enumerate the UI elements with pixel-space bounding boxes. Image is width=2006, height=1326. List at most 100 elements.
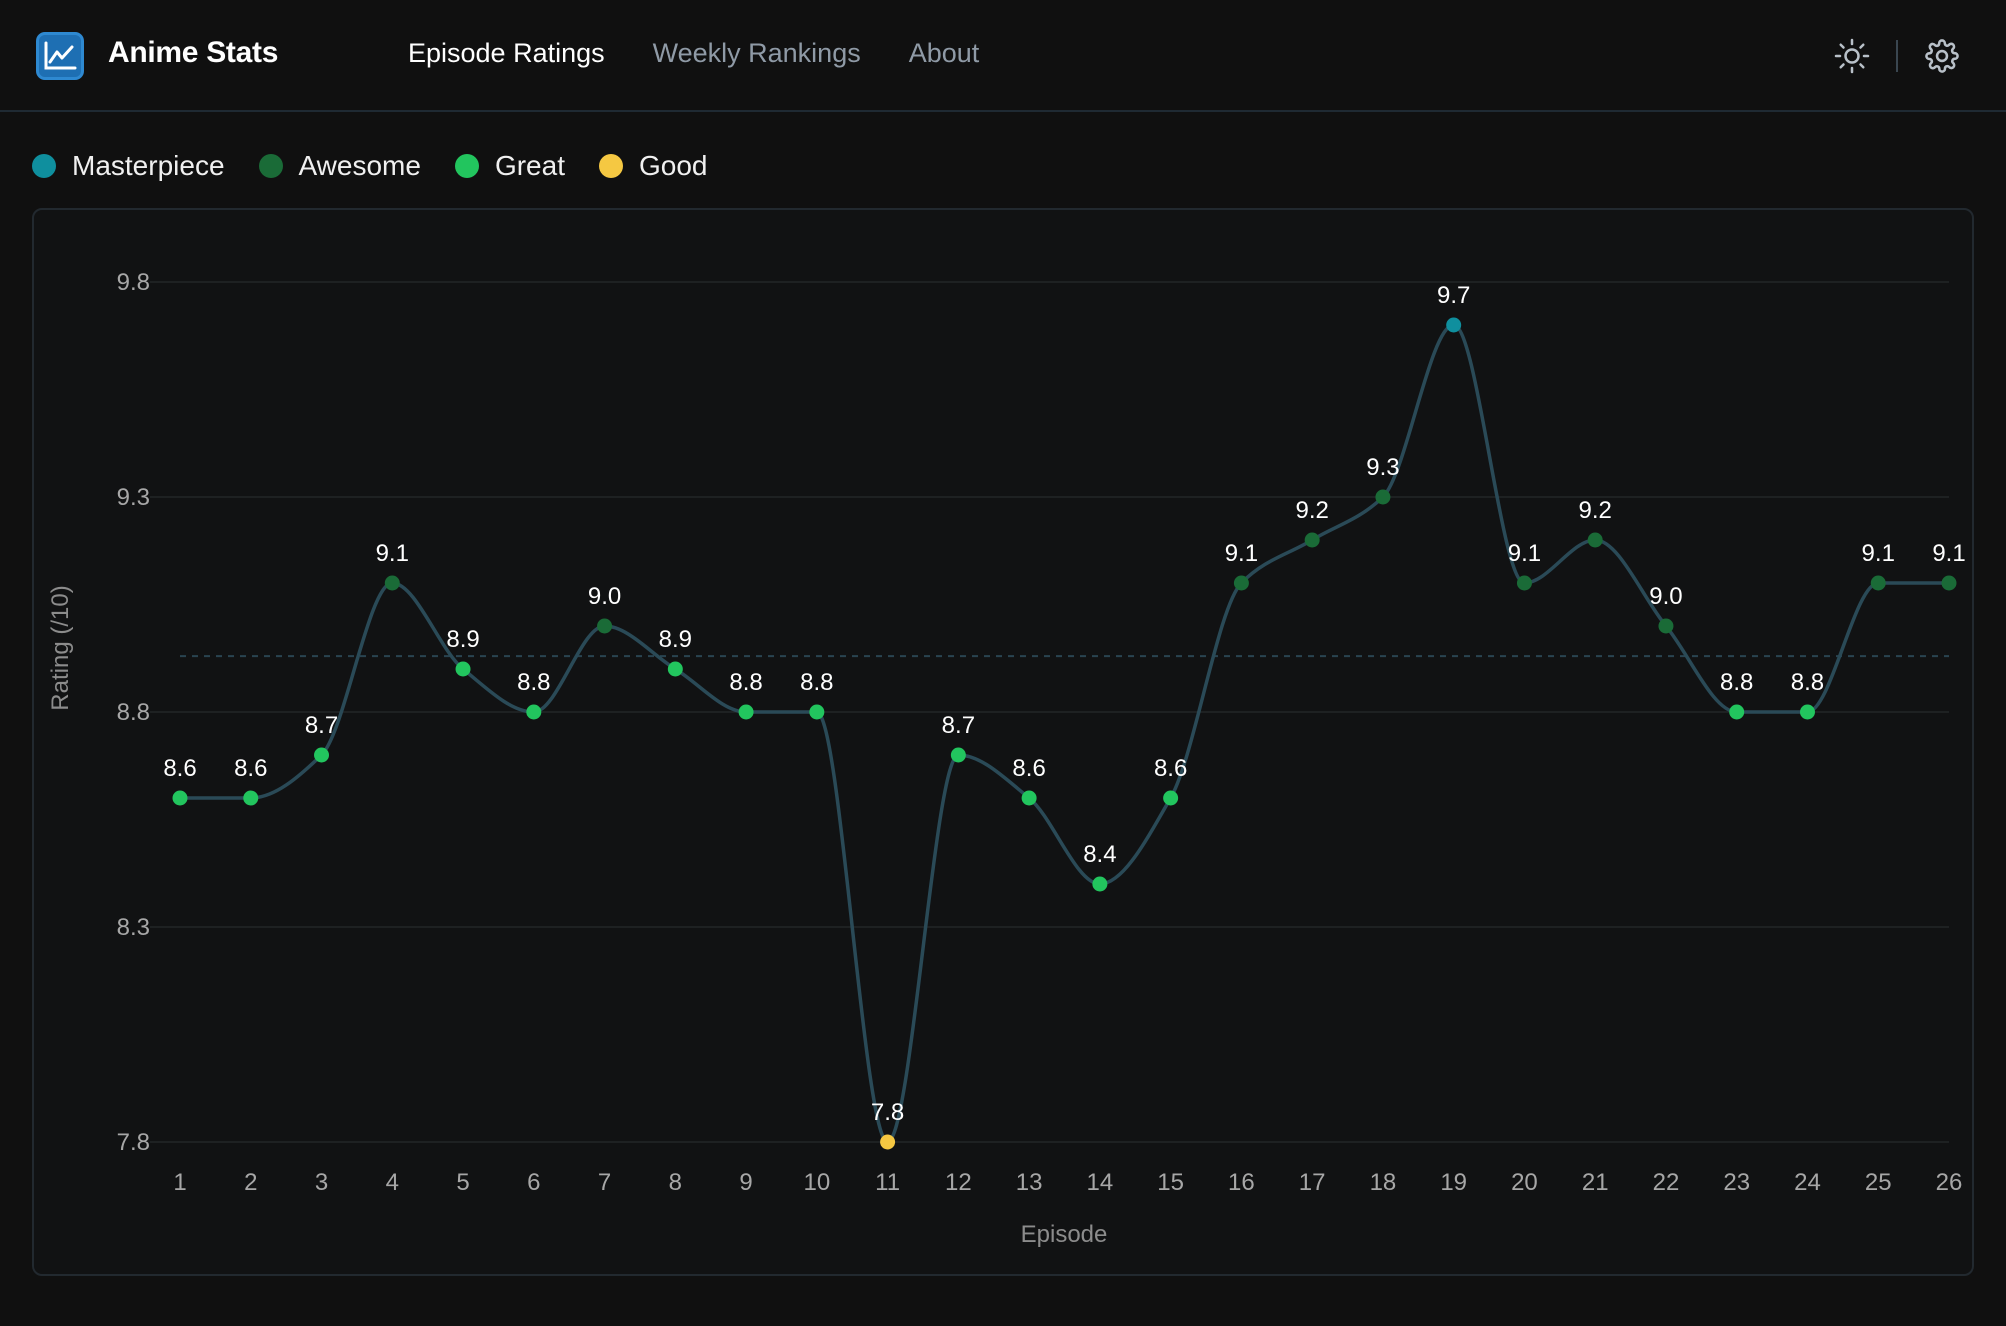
- data-point-episode-15[interactable]: [1163, 790, 1179, 806]
- data-label-episode-4: 9.1: [376, 540, 409, 567]
- data-point-episode-24[interactable]: [1799, 704, 1815, 720]
- line-layer: [179, 323, 1949, 1144]
- x-tick-label: 8: [669, 1169, 682, 1196]
- header-divider: [1896, 40, 1898, 72]
- data-point-episode-9[interactable]: [738, 704, 754, 720]
- data-label-episode-11: 7.8: [871, 1099, 904, 1126]
- data-label-episode-12: 8.7: [942, 712, 975, 739]
- x-tick-label: 18: [1370, 1169, 1397, 1196]
- data-point-episode-6[interactable]: [526, 704, 542, 720]
- x-tick-label: 17: [1299, 1169, 1326, 1196]
- data-point-episode-10[interactable]: [809, 704, 825, 720]
- data-point-episode-14[interactable]: [1092, 876, 1108, 892]
- legend-item-awesome[interactable]: Awesome: [258, 150, 421, 182]
- data-point-episode-5[interactable]: [455, 661, 471, 677]
- legend-item-good[interactable]: Good: [598, 150, 708, 182]
- app-name[interactable]: Anime Stats: [108, 36, 279, 69]
- data-label-episode-19: 9.7: [1437, 282, 1470, 309]
- data-label-episode-1: 8.6: [163, 755, 196, 782]
- legend-dot-good: [598, 154, 623, 178]
- y-tick-label: 9.3: [117, 484, 150, 511]
- data-label-episode-14: 8.4: [1083, 841, 1116, 868]
- y-tick-label: 9.8: [117, 269, 150, 296]
- x-tick-label: 21: [1582, 1169, 1609, 1196]
- episode-ratings-chart: 8.6 8.6 8.7 9.1 8.9 8.8 9.0 8.9 8.8 8.8 7.8 8.7 8.6 8…: [47, 269, 1966, 1248]
- data-point-episode-17[interactable]: [1304, 532, 1320, 548]
- x-tick-label: 23: [1723, 1169, 1750, 1196]
- data-point-episode-19[interactable]: [1446, 317, 1462, 333]
- x-tick-label: 25: [1865, 1169, 1892, 1196]
- grid-layer: [150, 281, 1949, 1143]
- sun-icon[interactable]: [1832, 36, 1872, 76]
- legend-label: Awesome: [298, 150, 421, 181]
- data-label-episode-3: 8.7: [305, 712, 338, 739]
- data-point-episode-13[interactable]: [1021, 790, 1037, 806]
- chart-line-icon[interactable]: [36, 32, 84, 80]
- legend-label: Masterpiece: [72, 150, 225, 181]
- legend-label: Great: [494, 150, 565, 181]
- data-label-episode-15: 8.6: [1154, 755, 1187, 782]
- x-tick-label: 15: [1157, 1169, 1184, 1196]
- data-label-episode-25: 9.1: [1862, 540, 1895, 567]
- data-point-episode-1[interactable]: [172, 790, 188, 806]
- x-tick-label: 22: [1653, 1169, 1680, 1196]
- point-layer: [172, 317, 1957, 1150]
- legend-item-masterpiece[interactable]: Masterpiece: [32, 150, 225, 182]
- data-point-episode-26[interactable]: [1941, 575, 1957, 591]
- main-nav: Episode Ratings Weekly Rankings About: [408, 38, 979, 69]
- chart-panel: 8.6 8.6 8.7 9.1 8.9 8.8 9.0 8.9 8.8 8.8 7.8 8.7 8.6 8…: [32, 208, 1974, 1276]
- x-tick-label: 14: [1087, 1169, 1114, 1196]
- x-tick-label: 26: [1936, 1169, 1963, 1196]
- data-point-episode-3[interactable]: [314, 747, 330, 763]
- x-tick-label: 6: [527, 1169, 540, 1196]
- data-point-episode-12[interactable]: [950, 747, 966, 763]
- x-tick-label: 16: [1228, 1169, 1255, 1196]
- data-label-episode-17: 9.2: [1295, 497, 1328, 524]
- data-label-episode-23: 8.8: [1720, 669, 1753, 696]
- data-point-episode-20[interactable]: [1516, 575, 1532, 591]
- data-point-episode-11[interactable]: [880, 1134, 896, 1150]
- data-point-episode-16[interactable]: [1233, 575, 1249, 591]
- data-point-episode-23[interactable]: [1729, 704, 1745, 720]
- nav-about[interactable]: About: [908, 38, 980, 68]
- top-navigation-bar: Anime Stats Episode Ratings Weekly Ranki…: [0, 0, 2006, 112]
- data-label-episode-7: 9.0: [588, 583, 621, 610]
- axis-layer: 9.89.38.88.37.81 2 3 4 5 6 7 8 9 10 11 12 13 14 15 16 17…: [47, 269, 1962, 1248]
- nav-weekly-rankings[interactable]: Weekly Rankings: [652, 38, 861, 68]
- nav-episode-ratings[interactable]: Episode Ratings: [408, 38, 605, 68]
- data-point-episode-25[interactable]: [1870, 575, 1886, 591]
- data-label-episode-13: 8.6: [1012, 755, 1045, 782]
- gear-icon[interactable]: [1922, 36, 1962, 76]
- x-tick-label: 20: [1511, 1169, 1538, 1196]
- legend-dot-great: [454, 154, 479, 178]
- x-tick-label: 7: [598, 1169, 611, 1196]
- legend-label: Good: [638, 150, 708, 181]
- data-point-episode-2[interactable]: [243, 790, 259, 806]
- x-tick-label: 2: [244, 1169, 257, 1196]
- x-tick-label: 10: [803, 1169, 830, 1196]
- data-point-episode-21[interactable]: [1587, 532, 1603, 548]
- y-tick-label: 7.8: [117, 1129, 150, 1156]
- data-label-episode-6: 8.8: [517, 669, 550, 696]
- x-tick-label: 12: [945, 1169, 972, 1196]
- data-point-episode-22[interactable]: [1658, 618, 1674, 634]
- y-tick-label: 8.3: [117, 914, 150, 941]
- data-label-episode-9: 8.8: [729, 669, 762, 696]
- legend-item-great[interactable]: Great: [454, 150, 565, 182]
- data-label-episode-24: 8.8: [1791, 669, 1824, 696]
- data-label-episode-8: 8.9: [659, 626, 692, 653]
- data-label-episode-16: 9.1: [1225, 540, 1258, 567]
- data-point-episode-4[interactable]: [384, 575, 400, 591]
- y-tick-label: 8.8: [117, 699, 150, 726]
- y-axis-title: Rating (/10): [47, 585, 74, 710]
- data-point-episode-18[interactable]: [1375, 489, 1391, 505]
- data-label-episode-20: 9.1: [1508, 540, 1541, 567]
- data-point-episode-8[interactable]: [667, 661, 683, 677]
- legend-dot-masterpiece: [32, 154, 56, 178]
- data-point-episode-7[interactable]: [597, 618, 613, 634]
- rating-series-line: [179, 323, 1949, 1144]
- x-tick-label: 24: [1794, 1169, 1821, 1196]
- x-tick-label: 13: [1016, 1169, 1043, 1196]
- chart-legend: Masterpiece Awesome Great Good: [32, 150, 741, 182]
- x-tick-label: 4: [386, 1169, 399, 1196]
